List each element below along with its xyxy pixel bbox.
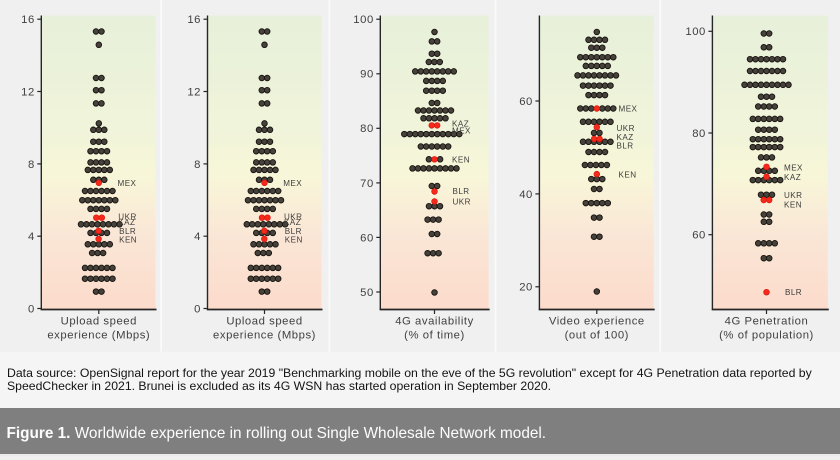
svg-text:4: 4: [194, 231, 201, 243]
svg-text:KEN: KEN: [784, 201, 802, 210]
svg-text:KAZ: KAZ: [617, 133, 634, 142]
svg-text:MEX: MEX: [619, 105, 638, 114]
svg-text:70: 70: [360, 178, 374, 190]
svg-text:MEX: MEX: [283, 179, 302, 188]
svg-text:20: 20: [519, 282, 533, 294]
svg-text:80: 80: [692, 128, 706, 140]
svg-text:60: 60: [360, 232, 374, 244]
svg-text:90: 90: [360, 69, 374, 81]
svg-text:60: 60: [519, 96, 533, 108]
svg-text:BLR: BLR: [285, 227, 302, 236]
svg-text:KAZ: KAZ: [118, 218, 135, 227]
svg-text:8: 8: [28, 159, 35, 171]
svg-text:UKR: UKR: [784, 191, 802, 200]
svg-text:UKR: UKR: [284, 213, 302, 222]
svg-text:BLR: BLR: [785, 288, 802, 297]
svg-text:KAZ: KAZ: [452, 120, 469, 129]
svg-text:100: 100: [685, 26, 706, 38]
svg-text:0: 0: [28, 303, 35, 315]
svg-text:BLR: BLR: [617, 142, 634, 151]
svg-text:Upload speed: Upload speed: [226, 316, 302, 328]
svg-text:BLR: BLR: [453, 187, 470, 196]
svg-text:MEX: MEX: [452, 127, 471, 136]
svg-text:experience (Mbps): experience (Mbps): [213, 330, 316, 342]
svg-text:(% of time): (% of time): [404, 330, 465, 342]
svg-text:100: 100: [353, 14, 374, 26]
svg-text:experience (Mbps): experience (Mbps): [47, 330, 150, 342]
svg-text:MEX: MEX: [784, 164, 803, 173]
svg-text:UKR: UKR: [118, 213, 136, 222]
svg-text:0: 0: [194, 303, 201, 315]
svg-text:Video experience: Video experience: [549, 316, 645, 328]
svg-text:4G Penetration: 4G Penetration: [725, 316, 809, 328]
svg-text:12: 12: [21, 86, 35, 98]
svg-text:16: 16: [21, 14, 35, 26]
svg-text:KEN: KEN: [285, 235, 303, 244]
svg-text:16: 16: [187, 14, 201, 26]
svg-text:KAZ: KAZ: [284, 218, 301, 227]
svg-text:(out of 100): (out of 100): [565, 330, 629, 342]
svg-text:KEN: KEN: [619, 171, 637, 180]
svg-text:8: 8: [194, 159, 201, 171]
svg-text:(% of population): (% of population): [719, 330, 814, 342]
svg-text:Upload speed: Upload speed: [61, 316, 137, 328]
svg-text:4G availability: 4G availability: [395, 316, 474, 328]
svg-text:50: 50: [360, 287, 374, 299]
svg-text:12: 12: [187, 86, 201, 98]
svg-text:MEX: MEX: [118, 179, 137, 188]
svg-text:UKR: UKR: [617, 124, 635, 133]
svg-text:KEN: KEN: [452, 156, 470, 165]
svg-text:UKR: UKR: [453, 198, 471, 207]
svg-text:60: 60: [692, 230, 706, 242]
svg-text:4: 4: [28, 231, 35, 243]
svg-text:80: 80: [360, 123, 374, 135]
svg-text:BLR: BLR: [119, 227, 136, 236]
svg-text:KAZ: KAZ: [784, 173, 801, 182]
svg-text:40: 40: [519, 189, 533, 201]
svg-text:KEN: KEN: [119, 235, 137, 244]
